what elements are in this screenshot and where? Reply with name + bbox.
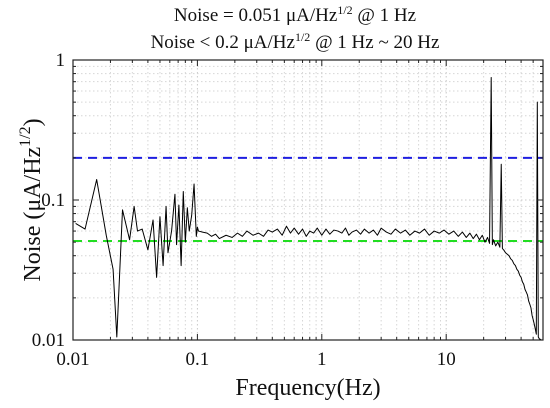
chart-title-line-1: Noise = 0.051 μA/Hz1/2 @ 1 Hz <box>174 3 416 26</box>
y-tick-label: 1 <box>56 50 66 71</box>
y-tick-labels: 0.01 0.1 1 <box>32 50 65 351</box>
y-tick-label: 0.1 <box>41 190 65 211</box>
x-tick-label: 1 <box>317 349 327 370</box>
x-tick-label: 0.01 <box>56 349 89 370</box>
x-tick-label: 0.1 <box>186 349 210 370</box>
y-axis-label: Noise (μA/Hz1/2) <box>17 118 46 281</box>
grid <box>73 60 543 340</box>
reference-lines <box>73 156 543 242</box>
plot-frame <box>72 59 544 341</box>
axes-box <box>72 59 544 341</box>
series-layer <box>75 76 542 340</box>
x-tick-labels: 0.01 0.1 1 10 <box>56 349 455 370</box>
x-axis-label: Frequency(Hz) <box>235 375 380 401</box>
y-tick-label: 0.01 <box>32 330 65 351</box>
series-line-1 <box>75 76 542 340</box>
chart-title-line-2: Noise < 0.2 μA/Hz1/2 @ 1 Hz ~ 20 Hz <box>151 30 440 53</box>
x-tick-label: 10 <box>437 349 456 370</box>
